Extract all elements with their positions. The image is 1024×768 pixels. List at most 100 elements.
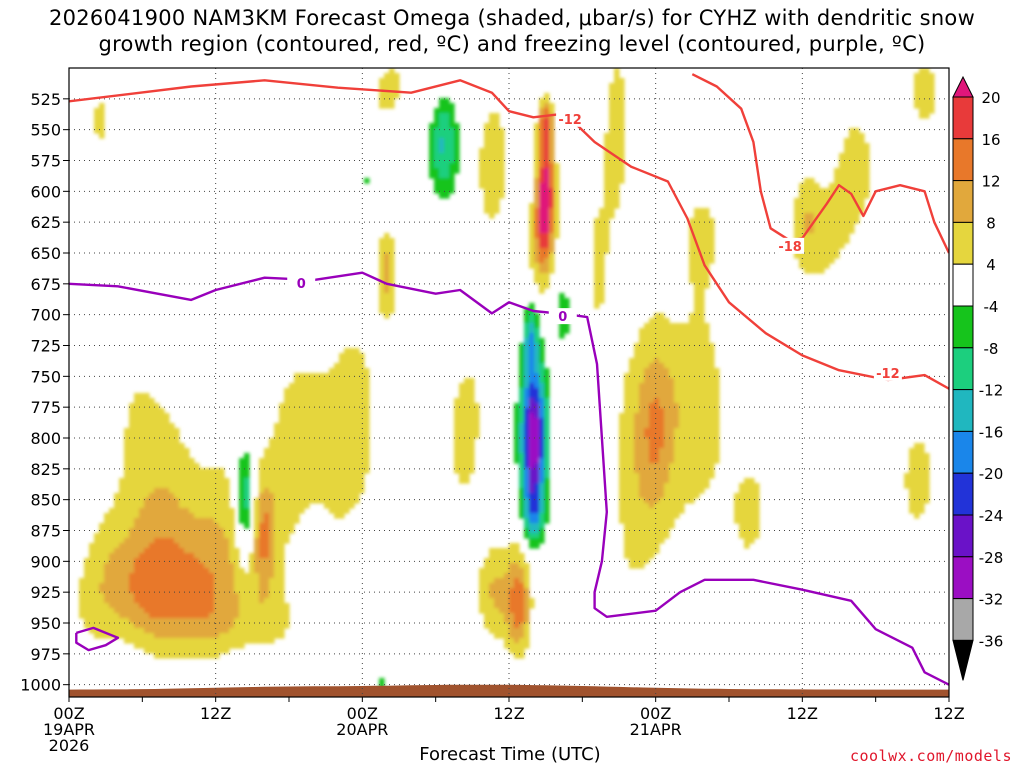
omega-cell	[204, 603, 210, 609]
omega-cell	[654, 378, 660, 384]
omega-cell	[269, 603, 275, 609]
omega-cell	[839, 193, 845, 199]
omega-cell	[699, 448, 705, 454]
omega-cell	[214, 628, 220, 634]
omega-cell	[509, 558, 515, 564]
colorbar-label: 20	[981, 89, 1000, 107]
omega-cell	[914, 453, 920, 459]
colorbar-bin	[952, 180, 974, 223]
omega-cell	[534, 428, 540, 434]
omega-cell	[844, 148, 850, 154]
omega-cell	[169, 623, 175, 629]
omega-cell	[924, 488, 930, 494]
omega-cell	[159, 613, 165, 619]
omega-cell	[129, 508, 135, 514]
omega-cell	[914, 468, 920, 474]
omega-cell	[674, 338, 680, 344]
omega-cell	[194, 513, 200, 519]
omega-cell	[599, 283, 605, 289]
omega-cell	[684, 498, 690, 504]
omega-cell	[119, 498, 125, 504]
omega-cell	[504, 578, 510, 584]
omega-cell	[704, 228, 710, 234]
omega-cell	[709, 233, 715, 239]
omega-cell	[344, 498, 350, 504]
omega-cell	[229, 538, 235, 544]
omega-cell	[89, 563, 95, 569]
omega-cell	[164, 458, 170, 464]
omega-cell	[684, 468, 690, 474]
omega-cell	[659, 383, 665, 389]
omega-cell	[544, 503, 550, 509]
omega-cell	[304, 488, 310, 494]
omega-cell	[379, 238, 385, 244]
omega-cell	[224, 573, 230, 579]
omega-cell	[109, 548, 115, 554]
omega-cell	[754, 508, 760, 514]
omega-cell	[679, 503, 685, 509]
omega-cell	[139, 498, 145, 504]
omega-cell	[169, 648, 175, 654]
omega-cell	[249, 613, 255, 619]
omega-cell	[619, 83, 625, 89]
omega-cell	[739, 528, 745, 534]
omega-cell	[534, 488, 540, 494]
omega-cell	[329, 408, 335, 414]
omega-cell	[234, 628, 240, 634]
omega-cell	[494, 178, 500, 184]
omega-cell	[684, 493, 690, 499]
omega-cell	[689, 428, 695, 434]
omega-cell	[519, 468, 525, 474]
omega-cell	[674, 403, 680, 409]
omega-cell	[544, 123, 550, 129]
omega-cell	[149, 548, 155, 554]
omega-cell	[664, 368, 670, 374]
credit-link[interactable]: coolwx.com/models	[849, 747, 1012, 765]
omega-cell	[809, 238, 815, 244]
omega-cell	[319, 393, 325, 399]
omega-cell	[189, 563, 195, 569]
omega-cell	[499, 193, 505, 199]
omega-cell	[694, 283, 700, 289]
omega-cell	[654, 508, 660, 514]
omega-cell	[209, 613, 215, 619]
omega-cell	[524, 533, 530, 539]
omega-cell	[269, 588, 275, 594]
omega-cell	[864, 173, 870, 179]
omega-cell	[689, 333, 695, 339]
omega-cell	[284, 513, 290, 519]
omega-cell	[514, 603, 520, 609]
omega-cell	[529, 208, 535, 214]
omega-cell	[909, 478, 915, 484]
omega-cell	[164, 543, 170, 549]
omega-cell	[454, 463, 460, 469]
omega-cell	[104, 543, 110, 549]
omega-cell	[389, 98, 395, 104]
omega-cell	[639, 518, 645, 524]
omega-cell	[714, 373, 720, 379]
omega-cell	[209, 488, 215, 494]
omega-cell	[594, 233, 600, 239]
omega-cell	[94, 588, 100, 594]
omega-cell	[529, 428, 535, 434]
omega-cell	[649, 333, 655, 339]
omega-cell	[844, 218, 850, 224]
omega-cell	[209, 528, 215, 534]
omega-cell	[529, 518, 535, 524]
omega-cell	[649, 533, 655, 539]
omega-cell	[164, 418, 170, 424]
omega-cell	[904, 478, 910, 484]
omega-cell	[699, 288, 705, 294]
omega-cell	[449, 148, 455, 154]
omega-cell	[259, 548, 265, 554]
omega-cell	[219, 548, 225, 554]
omega-cell	[664, 453, 670, 459]
omega-cell	[694, 333, 700, 339]
omega-cell	[684, 378, 690, 384]
omega-cell	[484, 143, 490, 149]
omega-cell	[149, 533, 155, 539]
omega-cell	[169, 453, 175, 459]
omega-cell	[809, 233, 815, 239]
omega-cell	[599, 268, 605, 274]
omega-cell	[134, 618, 140, 624]
